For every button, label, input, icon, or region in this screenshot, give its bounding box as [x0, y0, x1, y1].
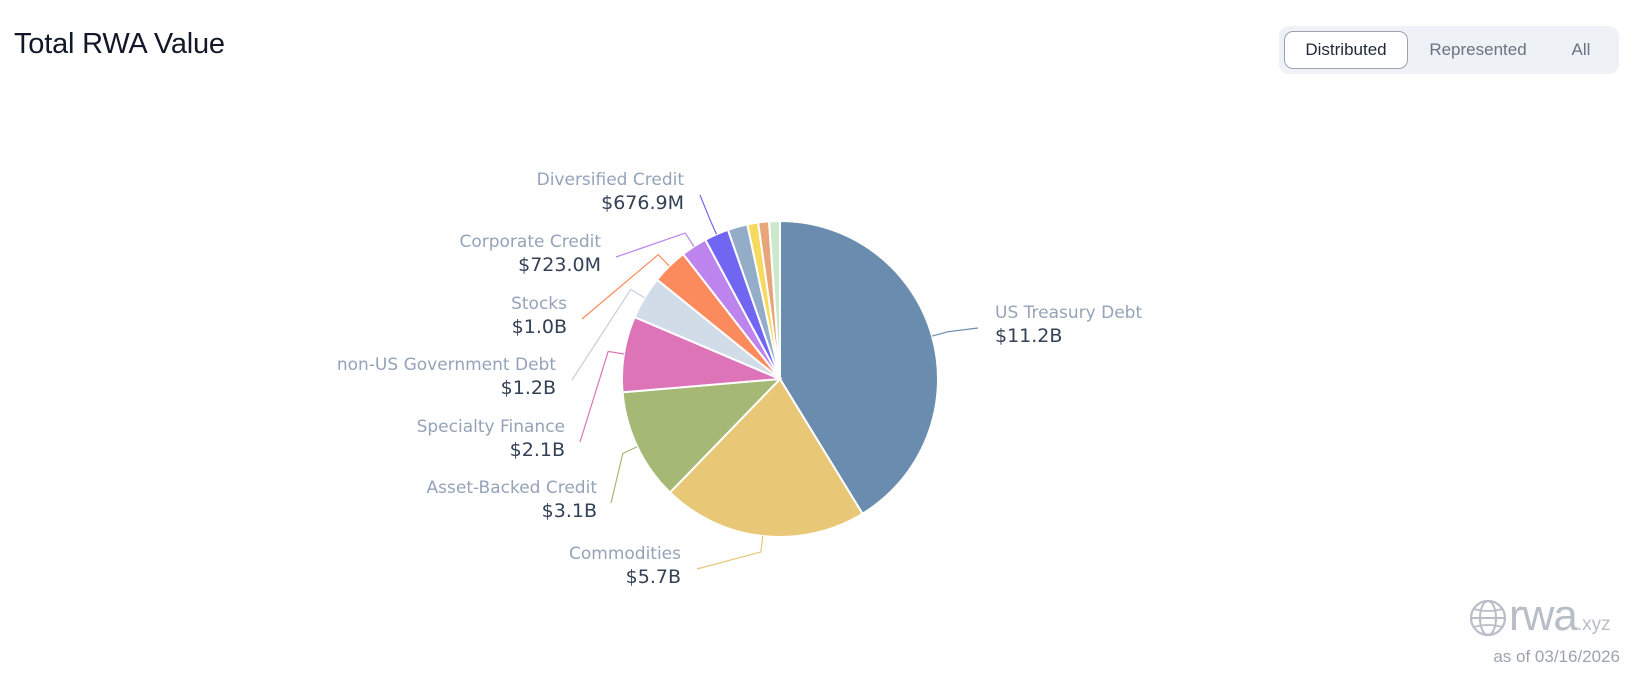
slice-label-non-us-government-debt: non-US Government Debt: [337, 355, 556, 375]
slice-value-us-treasury-debt: $11.2B: [995, 325, 1062, 347]
leader-line-diversified-credit: [699, 194, 718, 235]
slice-value-non-us-government-debt: $1.2B: [501, 377, 556, 399]
toggle-all[interactable]: All: [1571, 40, 1591, 59]
view-toggle: Distributed Represented All: [1279, 26, 1619, 74]
page-title: Total RWA Value: [14, 28, 225, 60]
slice-label-diversified-credit: Diversified Credit: [537, 170, 685, 190]
watermark-suffix: .xyz: [1576, 614, 1611, 635]
slice-label-us-treasury-debt: US Treasury Debt: [995, 303, 1142, 323]
pie-slice-us-treasury-debt[interactable]: [779, 219, 939, 516]
slice-value-diversified-credit: $676.9M: [601, 192, 684, 214]
toggle-distributed[interactable]: Distributed: [1284, 31, 1408, 69]
leader-line-corporate-credit: [615, 232, 695, 258]
watermark-logo: rwa.xyz: [1509, 594, 1611, 647]
as-of-date: as of 03/16/2026: [1493, 647, 1620, 666]
slice-label-asset-backed-credit: Asset-Backed Credit: [427, 478, 598, 498]
slice-label-commodities: Commodities: [569, 544, 681, 564]
toggle-represented[interactable]: Represented: [1429, 40, 1527, 59]
slice-value-specialty-finance: $2.1B: [510, 439, 565, 461]
leader-line-stocks: [581, 253, 670, 320]
slice-value-commodities: $5.7B: [626, 566, 681, 588]
leader-line-us-treasury-debt: [931, 327, 979, 337]
slice-label-specialty-finance: Specialty Finance: [417, 417, 565, 437]
globe-icon: [1469, 599, 1507, 637]
slice-value-corporate-credit: $723.0M: [518, 254, 601, 276]
slice-label-stocks: Stocks: [511, 294, 567, 314]
leader-line-specialty-finance: [579, 350, 625, 443]
slice-value-stocks: $1.0B: [512, 316, 567, 338]
slice-value-asset-backed-credit: $3.1B: [542, 500, 597, 522]
pie-slice-asset-backed-credit[interactable]: [621, 377, 783, 494]
watermark-brand: rwa: [1509, 591, 1578, 640]
leader-line-asset-backed-credit: [610, 446, 638, 504]
leader-line-non-us-government-debt: [571, 288, 645, 381]
leader-line-commodities: [696, 535, 764, 570]
pie-slice-other-11[interactable]: [767, 219, 781, 380]
slice-label-corporate-credit: Corporate Credit: [459, 232, 601, 252]
